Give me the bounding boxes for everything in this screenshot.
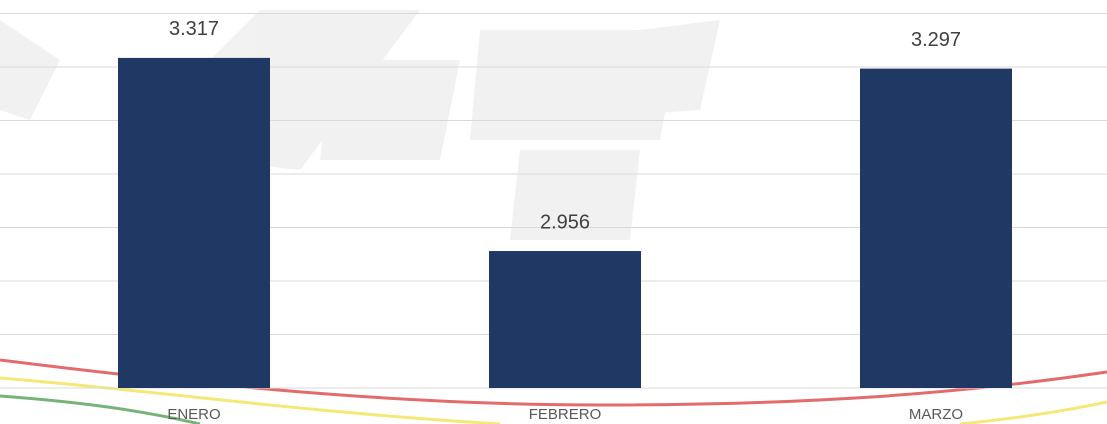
- value-label: 2.956: [540, 211, 590, 233]
- bar: [489, 251, 641, 388]
- x-tick-label: FEBRERO: [529, 406, 602, 423]
- x-tick-label: ENERO: [167, 406, 220, 423]
- bar: [860, 68, 1012, 388]
- value-label: 3.297: [911, 29, 961, 51]
- x-tick-label: MARZO: [909, 406, 963, 423]
- value-label: 3.317: [169, 18, 219, 40]
- bars: 3.317 ENERO 2.956 FEBRERO 3.297 MARZO: [118, 18, 1012, 423]
- background-decoration: [0, 10, 720, 240]
- bar: [118, 57, 270, 388]
